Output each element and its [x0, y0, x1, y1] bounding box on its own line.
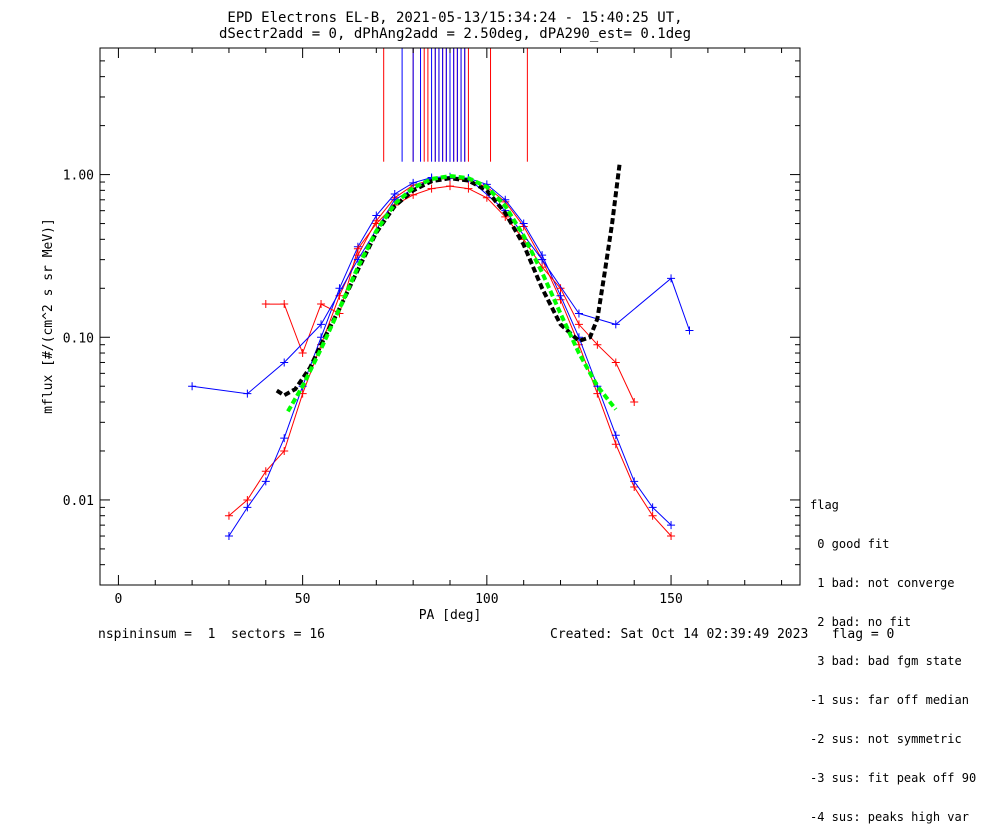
series-point-1	[611, 440, 620, 449]
series-point-3	[353, 244, 362, 253]
x-tick-label: 50	[295, 592, 311, 607]
series-point-4	[685, 326, 694, 335]
series-point-1	[261, 467, 270, 476]
footer-left: nspininsum = 1 sectors = 16	[98, 627, 325, 642]
footer-right: Created: Sat Oct 14 02:39:49 2023 flag =…	[550, 627, 895, 642]
series-point-3	[280, 300, 289, 309]
legend-item-not-symmetric: -2 sus: not symmetric	[810, 732, 962, 746]
series-point-3	[446, 182, 454, 191]
y-tick-label: 1.00	[63, 169, 94, 184]
series-point-2	[261, 477, 270, 486]
series-point-3	[317, 300, 326, 309]
chart-subtitle: dSectr2add = 0, dPhAng2add = 2.50deg, dP…	[219, 26, 691, 42]
series-point-2	[501, 195, 510, 204]
x-axis-label: PA [deg]	[419, 608, 482, 623]
series-point-2	[630, 477, 639, 486]
y-axis-label: mflux [#/(cm^2 s sr MeV)]	[41, 218, 56, 414]
series-point-2	[317, 333, 326, 342]
series-line-3	[265, 185, 635, 403]
series-line-2	[228, 176, 672, 537]
x-tick-label: 150	[659, 592, 682, 607]
legend-item-far-off-median: -1 sus: far off median	[810, 693, 969, 707]
axes: 0 50 100 150 0.01 0.10 1.00	[63, 47, 800, 607]
series-point-3	[630, 397, 639, 406]
series-point-3	[556, 284, 565, 293]
fit-curve-green	[286, 173, 618, 413]
series-point-4	[317, 320, 326, 329]
legend-item-fit-peak-off: -3 sus: fit peak off 90	[810, 771, 977, 785]
legend-item-not-converge: 1 bad: not converge	[810, 576, 955, 590]
series-line-1	[228, 177, 672, 537]
y-tick-label: 0.10	[63, 331, 94, 346]
series-point-2	[667, 521, 676, 530]
y-tick-label: 0.01	[63, 494, 94, 509]
series-point-4	[188, 382, 197, 391]
series-point-3	[611, 358, 620, 367]
series-point-1	[648, 511, 657, 520]
series-point-4	[538, 255, 547, 264]
plot-area	[188, 48, 694, 541]
flag-legend: flag 0 good fit 1 bad: not converge 2 ba…	[810, 473, 976, 837]
series-point-3	[298, 349, 307, 358]
series-point-2	[224, 532, 233, 541]
series-point-2	[519, 219, 528, 228]
series-point-3	[574, 320, 583, 329]
series-point-3	[593, 340, 602, 349]
series-point-4	[611, 320, 620, 329]
legend-title: flag	[810, 498, 839, 512]
chart-title: EPD Electrons EL-B, 2021-05-13/15:34:24 …	[227, 10, 682, 26]
chart: EPD Electrons EL-B, 2021-05-13/15:34:24 …	[41, 10, 801, 623]
series-point-3	[482, 193, 491, 202]
series-point-2	[243, 503, 252, 512]
legend-item-peaks-high-var: -4 sus: peaks high var	[810, 810, 969, 824]
series-point-2	[648, 503, 657, 512]
series-point-3	[464, 184, 473, 193]
x-tick-label: 0	[115, 592, 123, 607]
series-point-2	[611, 431, 620, 440]
series-point-4	[574, 309, 583, 318]
series-point-4	[280, 358, 289, 367]
series-point-1	[667, 532, 676, 541]
series-point-3	[261, 300, 270, 309]
legend-item-bad-fgm: 3 bad: bad fgm state	[810, 654, 962, 668]
series-point-2	[280, 434, 289, 443]
x-tick-label: 100	[475, 592, 498, 607]
series-point-1	[224, 511, 233, 520]
series-point-2	[556, 291, 565, 300]
legend-item-good-fit: 0 good fit	[810, 537, 890, 551]
series-point-4	[353, 255, 362, 264]
series-point-4	[243, 389, 252, 398]
series-point-2	[409, 178, 418, 187]
series-point-2	[372, 211, 381, 220]
series-point-1	[280, 446, 289, 455]
series-point-3	[427, 184, 436, 193]
fit-curve-black	[275, 164, 622, 398]
series-point-4	[667, 274, 676, 283]
series-point-1	[243, 495, 252, 504]
legend-item-no-fit: 2 bad: no fit	[810, 615, 912, 629]
